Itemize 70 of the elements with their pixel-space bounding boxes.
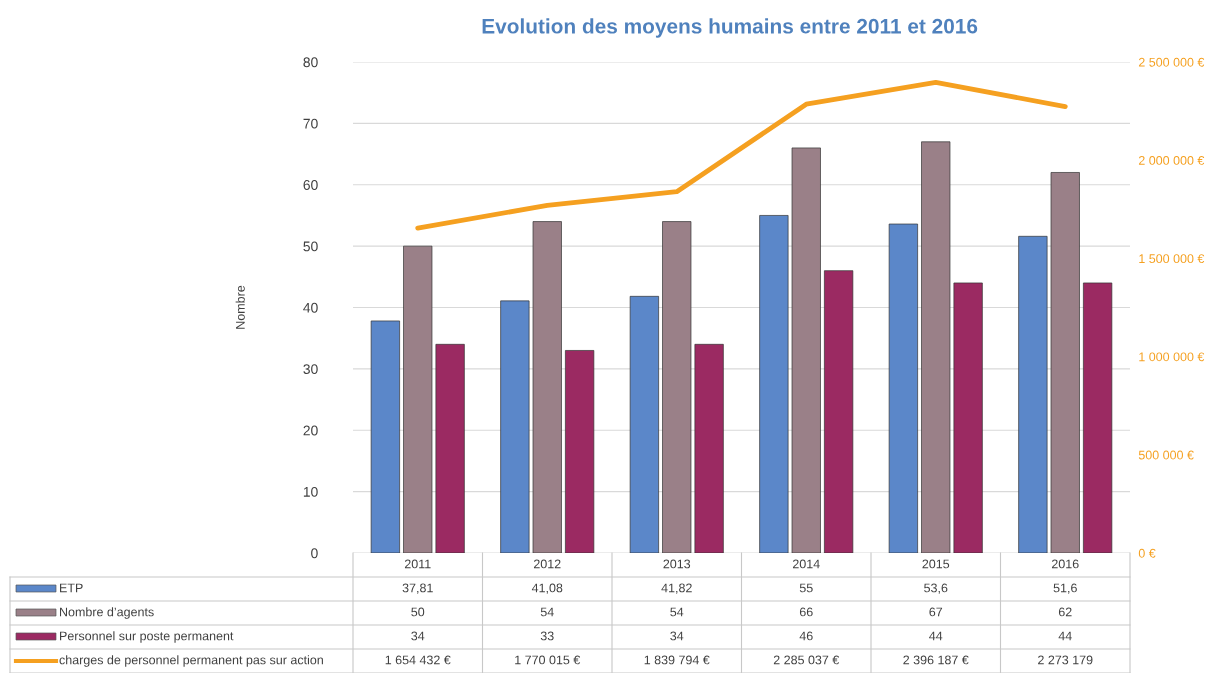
y-tick-label: 0 [311,548,318,559]
data-label: 41,82 [661,583,692,594]
y-tick-label: 30 [303,364,318,375]
data-label: 44 [929,631,943,641]
bar [921,141,951,553]
data-label: 62 [1058,607,1072,617]
data-label: 44 [1058,631,1072,641]
bar [532,221,562,553]
legend-label: Personnel sur poste permanent [60,631,234,643]
data-label: 2 396 187 € [903,655,969,665]
y2-tick-label: 2 000 000 € [1138,156,1205,165]
y-tick-label: 70 [303,118,318,129]
data-label: 55 [799,583,813,593]
bar [1050,172,1080,553]
bar [629,295,659,553]
data-label: 34 [670,631,684,641]
x-tick-label: 2014 [792,559,820,569]
bar [888,223,918,553]
x-tick-label: 2012 [533,559,561,569]
data-label: 67 [929,607,943,617]
data-label: 1 839 794 € [644,655,710,665]
y-axis-title: Nombre [235,285,245,329]
data-label: 34 [411,631,425,641]
y-tick-label: 40 [303,302,318,313]
x-tick-label: 2013 [663,559,691,569]
y2-tick-label: 0 € [1138,548,1156,558]
bar [403,245,433,553]
bar [370,320,400,553]
bar [1018,235,1048,553]
y2-tick-label: 1 000 000 € [1139,352,1205,362]
y2-tick-label: 500 000 € [1138,450,1194,460]
bar [500,300,530,553]
data-label: 2 273 179 [1038,655,1093,665]
data-label: 2 285 037 € [773,655,840,665]
y-tick-label: 20 [303,425,318,436]
bar [759,215,789,553]
legend-label: Nombre d’agents [60,607,154,619]
x-tick-label: 2016 [1051,559,1079,569]
x-tick-label: 2015 [922,559,950,569]
bar [791,147,821,553]
data-label: 1 654 432 € [385,655,451,665]
bar [435,343,465,553]
y2-tick-label: 2 500 000 € [1138,57,1205,67]
y-tick-label: 10 [303,486,318,497]
x-tick-label: 2011 [404,559,431,569]
data-label: 54 [670,607,684,617]
chart-title: Evolution des moyens humains entre 2011 et 2016 [482,18,978,38]
legend-label: ETP [60,583,83,593]
data-label: 41,08 [531,583,563,594]
data-label: 66 [799,607,813,617]
bar [662,221,692,553]
data-label: 51,6 [1053,583,1077,594]
bar [1083,282,1113,553]
data-label: 53,6 [924,583,948,594]
data-label: 46 [799,631,813,641]
data-label: 50 [411,607,425,617]
bar [565,350,595,553]
data-label: 37,81 [402,583,433,594]
y-tick-label: 60 [303,180,318,190]
bar [824,270,854,553]
bar [694,343,724,553]
data-label: 1 770 015 € [515,655,581,665]
y-tick-label: 80 [303,57,318,68]
bar [953,282,983,553]
data-label: 33 [540,631,554,641]
line-series [415,79,1068,231]
y2-tick-label: 1 500 000 € [1139,254,1205,264]
legend-label: charges de personnel permanent pas sur action [59,655,323,667]
data-label: 54 [540,607,554,617]
y-tick-label: 50 [303,241,318,252]
